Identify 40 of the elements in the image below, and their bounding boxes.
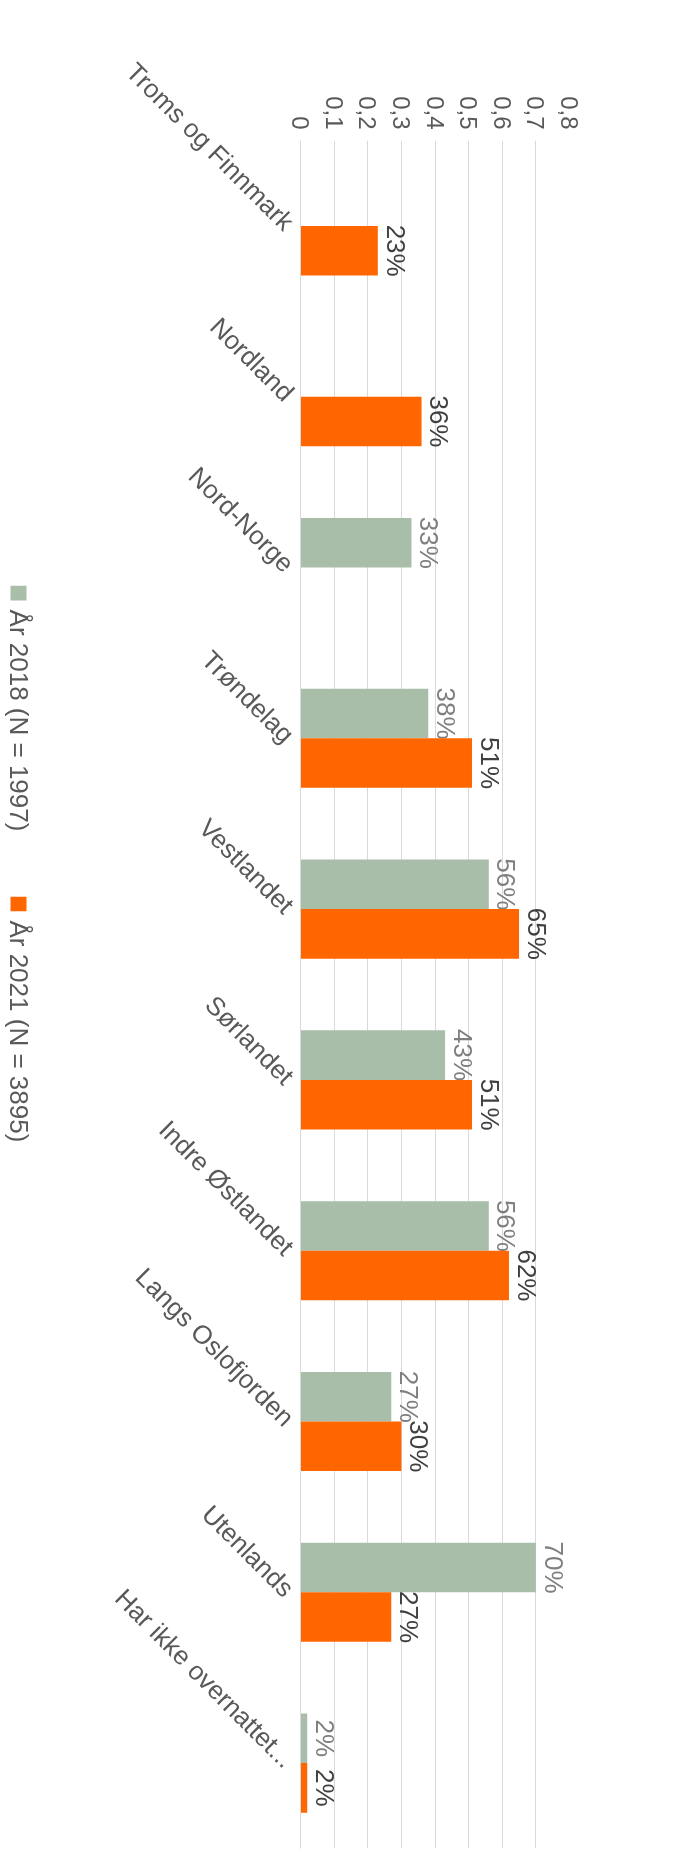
bar xyxy=(300,1763,308,1813)
bar xyxy=(300,225,378,276)
data-label: 27% xyxy=(393,1591,424,1644)
bar xyxy=(300,1250,509,1301)
bar xyxy=(300,396,422,447)
bar xyxy=(300,1030,446,1080)
x-tick-label: 0,6 xyxy=(488,96,516,130)
x-tick-label: 0,8 xyxy=(556,96,583,130)
data-label: 33% xyxy=(414,516,445,569)
data-label: 2% xyxy=(309,1719,340,1758)
legend-label: År 2018 (N = 1997) xyxy=(3,609,34,832)
x-tick-label: 0,1 xyxy=(320,96,348,130)
data-label: 62% xyxy=(511,1249,542,1302)
data-label: 36% xyxy=(424,395,455,448)
x-tick-label: 0 xyxy=(287,116,314,130)
bar xyxy=(300,1421,402,1472)
x-tick-label: 0,2 xyxy=(354,96,382,130)
x-tick-label: 0,7 xyxy=(522,96,550,130)
x-tick-label: 0,3 xyxy=(387,96,415,130)
x-tick-label: 0,4 xyxy=(421,96,449,130)
bar xyxy=(300,859,489,910)
data-label: 65% xyxy=(521,907,552,960)
bar xyxy=(300,909,520,959)
bar xyxy=(300,1079,472,1130)
data-label: 56% xyxy=(491,858,522,911)
data-label: 38% xyxy=(430,687,461,740)
data-label: 51% xyxy=(474,737,505,790)
bar xyxy=(300,1542,536,1593)
bar xyxy=(300,1371,392,1422)
bar xyxy=(300,738,472,788)
x-tick-label: 0,5 xyxy=(455,96,483,130)
data-label: 2% xyxy=(309,1769,340,1807)
legend-label: År 2021 (N = 3895) xyxy=(3,920,34,1143)
bar xyxy=(300,1201,489,1251)
bar xyxy=(300,517,412,568)
data-label: 23% xyxy=(380,224,411,277)
bar xyxy=(300,1592,392,1642)
data-label: 70% xyxy=(538,1541,569,1594)
bar xyxy=(300,688,429,739)
data-label: 56% xyxy=(491,1199,522,1252)
